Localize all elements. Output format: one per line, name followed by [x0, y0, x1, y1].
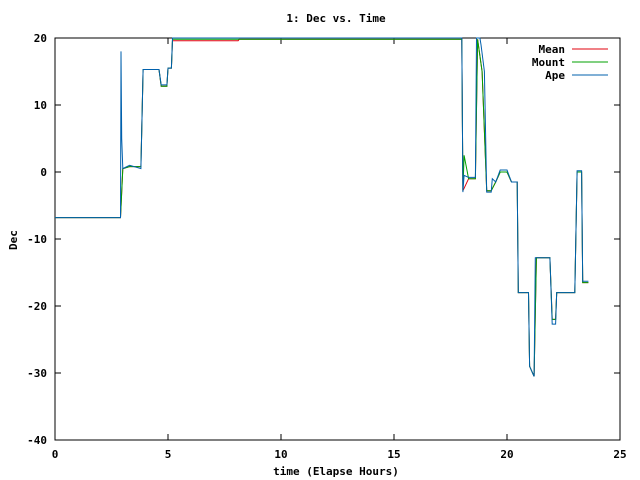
legend-label-ape: Ape	[545, 69, 565, 82]
y-axis-label: Dec	[7, 230, 20, 250]
x-tick-label: 0	[52, 448, 59, 461]
y-tick-label: 0	[40, 166, 47, 179]
y-tick-label: 10	[34, 99, 47, 112]
x-axis-label: time (Elapse Hours)	[273, 465, 399, 478]
y-tick-label: -10	[27, 233, 47, 246]
y-tick-label: -30	[27, 367, 47, 380]
series-line-mean	[55, 38, 589, 377]
x-tick-label: 25	[613, 448, 626, 461]
chart-title: 1: Dec vs. Time	[286, 12, 386, 25]
series-group	[55, 37, 589, 377]
legend-label-mean: Mean	[539, 43, 566, 56]
x-tick-label: 20	[500, 448, 513, 461]
legend-label-mount: Mount	[532, 56, 565, 69]
plot-frame	[54, 37, 621, 441]
x-tick-label: 10	[274, 448, 287, 461]
y-tick-label: -40	[27, 434, 47, 447]
y-tick-label: 20	[34, 32, 47, 45]
series-line-mount	[55, 38, 589, 377]
y-tick-label: -20	[27, 300, 47, 313]
x-tick-label: 15	[387, 448, 400, 461]
x-tick-label: 5	[165, 448, 172, 461]
axis-ticks: 0 5 10 15 20 25 -40 -30 -20 -10 0 10 20	[27, 32, 627, 461]
series-line-ape	[55, 37, 589, 377]
